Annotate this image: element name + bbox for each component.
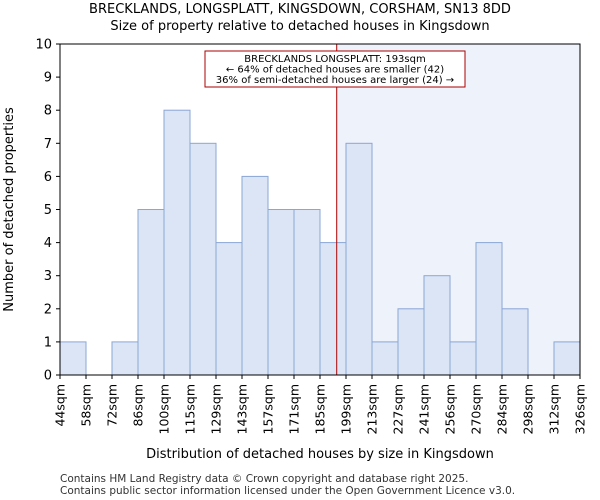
annotation-border (204, 50, 466, 88)
x-tick-label: 199sqm (339, 384, 354, 434)
bar (293, 209, 321, 376)
y-tick-label: 5 (44, 203, 52, 218)
chart-title: BRECKLANDS, LONGSPLATT, KINGSDOWN, CORSH… (89, 2, 511, 17)
footer-licence: Contains public sector information licen… (60, 485, 516, 497)
bar (267, 209, 295, 376)
y-tick-label: 6 (44, 170, 52, 185)
bar (397, 308, 425, 376)
x-tick-label: 270sqm (469, 384, 484, 434)
y-axis-label: Number of detached properties (2, 107, 17, 312)
x-tick-label: 143sqm (235, 384, 250, 434)
y-axis-ticks: 0 1 2 3 4 5 6 7 8 9 10 (35, 38, 60, 384)
bar (137, 209, 165, 376)
y-tick-label: 1 (44, 335, 52, 350)
bar (215, 242, 243, 376)
x-tick-label: 185sqm (313, 384, 328, 434)
bar (163, 109, 191, 376)
x-tick-label: 44sqm (53, 384, 68, 427)
x-tick-label: 157sqm (261, 384, 276, 434)
x-axis-ticks: 44sqm 58sqm 72sqm 86sqm 100sqm 115sqm 129sqm 14… (53, 375, 588, 434)
x-tick-label: 326sqm (573, 384, 588, 434)
x-tick-label: 72sqm (105, 384, 120, 427)
larger-region-highlight (336, 44, 580, 375)
x-axis-label: Distribution of detached houses by size … (146, 447, 494, 462)
y-tick-label: 7 (44, 137, 52, 152)
y-tick-label: 8 (44, 104, 52, 119)
x-tick-label: 284sqm (495, 384, 510, 434)
annotation-box: BRECKLANDS LONGSPLATT: 193sqm ← 64% of d… (204, 50, 466, 88)
annotation-line-1: BRECKLANDS LONGSPLATT: 193sqm (244, 54, 425, 65)
bar (553, 341, 581, 376)
bar (449, 341, 477, 376)
bar (319, 242, 347, 376)
x-tick-label: 256sqm (443, 384, 458, 434)
bar (371, 341, 399, 376)
x-tick-label: 100sqm (157, 384, 172, 434)
y-tick-label: 0 (44, 369, 52, 384)
x-tick-label: 129sqm (209, 384, 224, 434)
bar (501, 308, 529, 376)
bar (111, 341, 139, 376)
footer-copyright: Contains HM Land Registry data © Crown c… (60, 473, 469, 485)
y-tick-label: 9 (44, 71, 52, 86)
x-tick-label: 58sqm (79, 384, 94, 427)
bar (189, 142, 217, 376)
x-tick-label: 171sqm (287, 384, 302, 434)
x-tick-label: 115sqm (183, 384, 198, 434)
x-tick-label: 86sqm (131, 384, 146, 427)
chart-subtitle: Size of property relative to detached ho… (110, 19, 490, 34)
x-tick-label: 227sqm (391, 384, 406, 434)
bar (475, 242, 503, 376)
y-tick-label: 2 (44, 302, 52, 317)
bar (423, 275, 451, 376)
y-tick-label: 4 (44, 236, 52, 251)
bar (59, 341, 87, 376)
x-tick-label: 312sqm (547, 384, 562, 434)
x-tick-label: 241sqm (417, 384, 432, 434)
annotation-line-3: 36% of semi-detached houses are larger (… (216, 75, 454, 86)
bar (241, 175, 269, 376)
x-tick-label: 213sqm (365, 384, 380, 434)
y-tick-label: 10 (35, 38, 52, 53)
y-tick-label: 3 (44, 269, 52, 284)
bars-group (59, 109, 581, 376)
bar (345, 142, 373, 376)
annotation-line-2: ← 64% of detached houses are smaller (42… (226, 65, 444, 76)
x-tick-label: 298sqm (521, 384, 536, 434)
